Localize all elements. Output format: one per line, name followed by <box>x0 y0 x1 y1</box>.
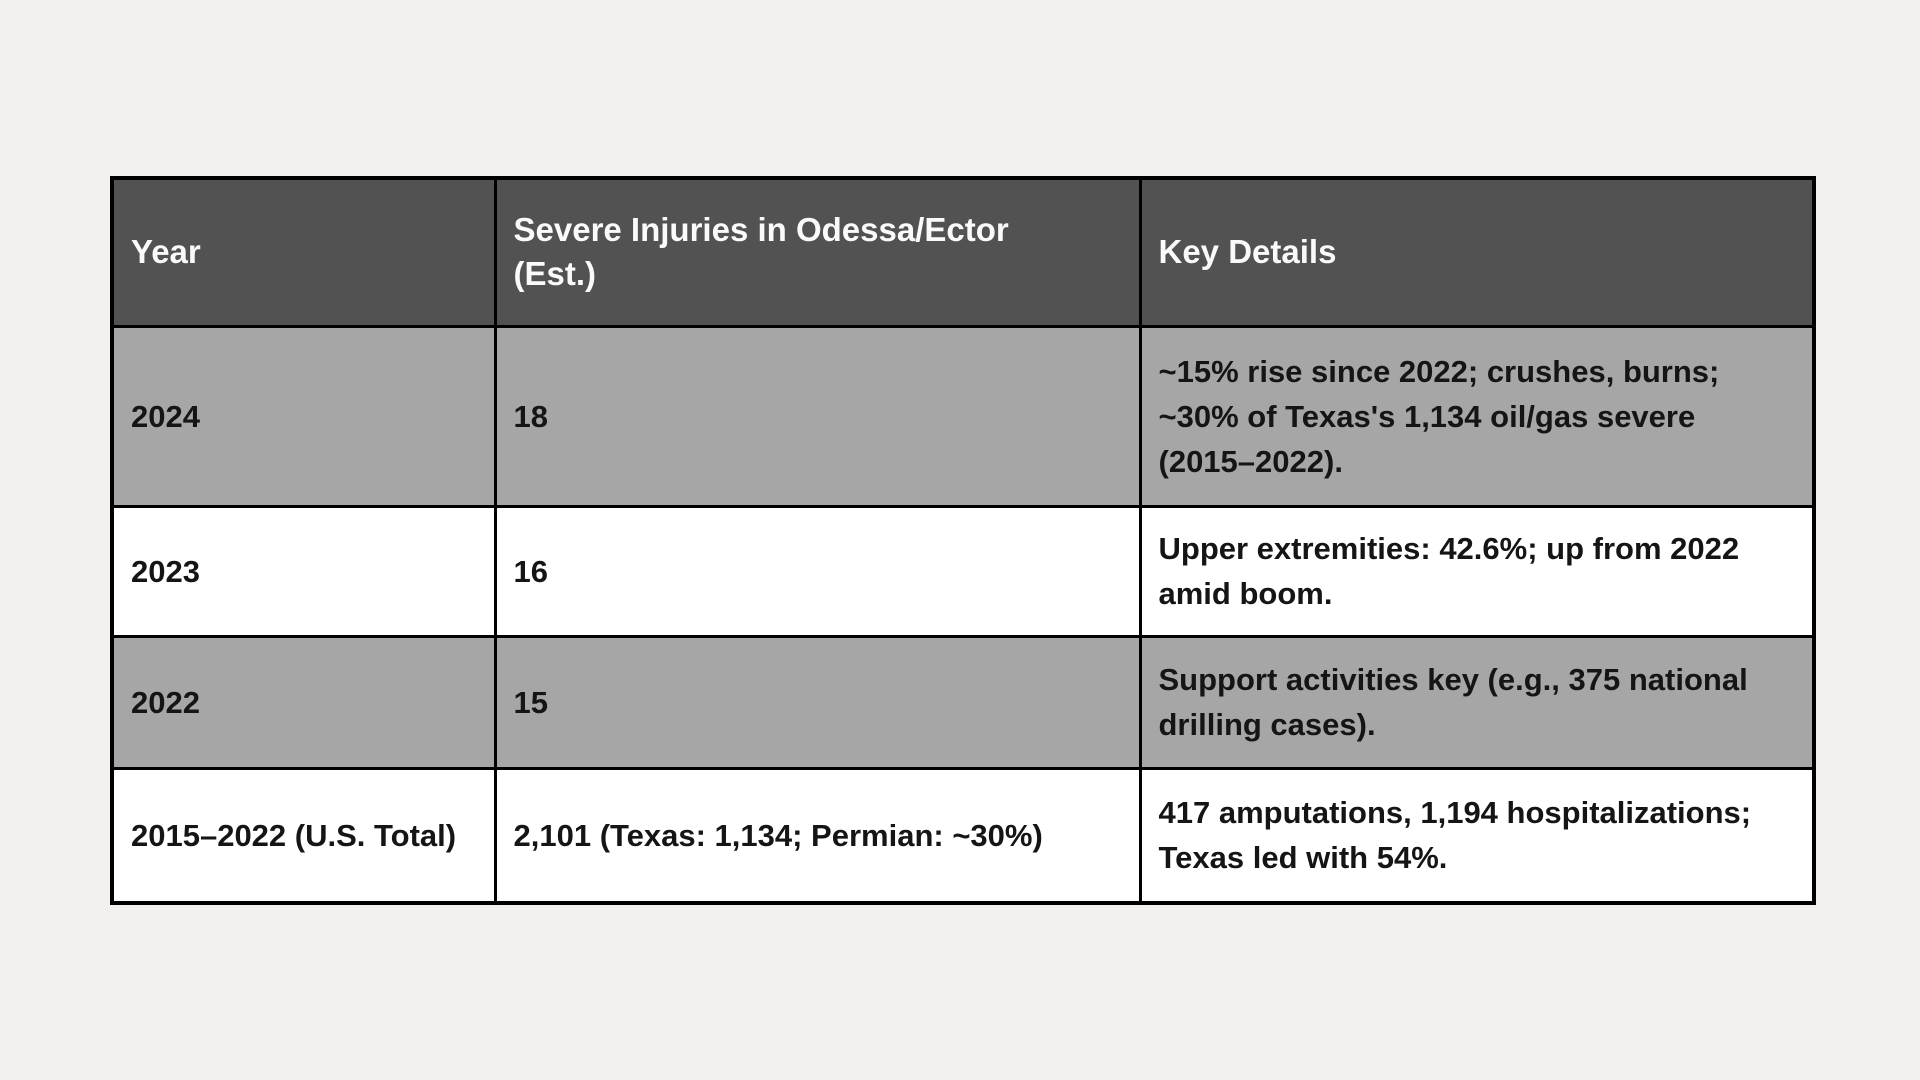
injuries-cell: 16 <box>493 504 1142 638</box>
severe-injuries-table: Year Severe Injuries in Odessa/Ector (Es… <box>110 176 1816 905</box>
column-header-severe-injuries: Severe Injuries in Odessa/Ector (Est.) <box>493 176 1142 328</box>
details-cell: 417 amputations, 1,194 hospitalizations;… <box>1138 766 1816 905</box>
year-cell: 2023 <box>110 504 497 638</box>
table-row-2023: 2023 16 Upper extremities: 42.6%; up fro… <box>110 504 1816 638</box>
column-header-year: Year <box>110 176 497 328</box>
injuries-cell: 15 <box>493 634 1142 770</box>
injuries-cell: 2,101 (Texas: 1,134; Permian: ~30%) <box>493 766 1142 905</box>
details-cell: ~15% rise since 2022; crushes, burns; ~3… <box>1138 324 1816 508</box>
year-cell: 2022 <box>110 634 497 770</box>
table-row-us-total: 2015–2022 (U.S. Total) 2,101 (Texas: 1,1… <box>110 766 1816 905</box>
year-cell: 2015–2022 (U.S. Total) <box>110 766 497 905</box>
table-row-2022: 2022 15 Support activities key (e.g., 37… <box>110 634 1816 770</box>
column-header-key-details: Key Details <box>1138 176 1816 328</box>
details-cell: Upper extremities: 42.6%; up from 2022 a… <box>1138 504 1816 638</box>
details-cell: Support activities key (e.g., 375 nation… <box>1138 634 1816 770</box>
table-header-row: Year Severe Injuries in Odessa/Ector (Es… <box>110 176 1816 328</box>
injuries-cell: 18 <box>493 324 1142 508</box>
table-row-2024: 2024 18 ~15% rise since 2022; crushes, b… <box>110 324 1816 508</box>
year-cell: 2024 <box>110 324 497 508</box>
